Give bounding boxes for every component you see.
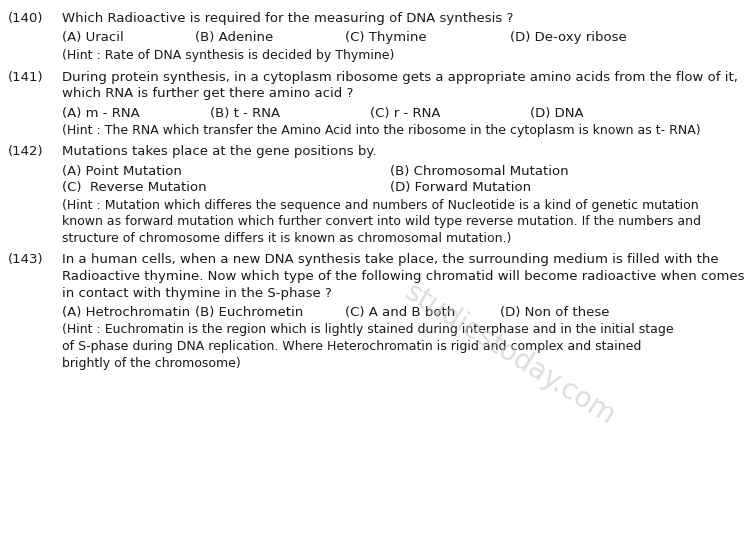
Text: (D) De-oxy ribose: (D) De-oxy ribose xyxy=(510,31,627,45)
Text: (C)  Reverse Mutation: (C) Reverse Mutation xyxy=(62,182,206,195)
Text: studiestoday.com: studiestoday.com xyxy=(400,278,620,430)
Text: in contact with thymine in the S-phase ?: in contact with thymine in the S-phase ? xyxy=(62,287,332,300)
Text: (Hint : Mutation which differes the sequence and numbers of Nucleotide is a kind: (Hint : Mutation which differes the sequ… xyxy=(62,199,699,212)
Text: (141): (141) xyxy=(8,71,44,84)
Text: (Hint : Euchromatin is the region which is lightly stained during interphase and: (Hint : Euchromatin is the region which … xyxy=(62,323,674,336)
Text: (A) Uracil: (A) Uracil xyxy=(62,31,124,45)
Text: (C) Thymine: (C) Thymine xyxy=(345,31,427,45)
Text: (B) t - RNA: (B) t - RNA xyxy=(210,107,280,120)
Text: of S-phase during DNA replication. Where Heterochromatin is rigid and complex an: of S-phase during DNA replication. Where… xyxy=(62,340,641,353)
Text: (A) Point Mutation: (A) Point Mutation xyxy=(62,165,182,178)
Text: Radioactive thymine. Now which type of the following chromatid will become radio: Radioactive thymine. Now which type of t… xyxy=(62,270,745,283)
Text: (A) Hetrochromatin: (A) Hetrochromatin xyxy=(62,306,190,319)
Text: (Hint : Rate of DNA synthesis is decided by Thymine): (Hint : Rate of DNA synthesis is decided… xyxy=(62,49,394,62)
Text: (B) Euchrometin: (B) Euchrometin xyxy=(195,306,303,319)
Text: (140): (140) xyxy=(8,12,44,25)
Text: In a human cells, when a new DNA synthesis take place, the surrounding medium is: In a human cells, when a new DNA synthes… xyxy=(62,253,718,266)
Text: (Hint : The RNA which transfer the Amino Acid into the ribosome in the cytoplasm: (Hint : The RNA which transfer the Amino… xyxy=(62,124,701,137)
Text: Which Radioactive is required for the measuring of DNA synthesis ?: Which Radioactive is required for the me… xyxy=(62,12,513,25)
Text: Mutations takes place at the gene positions by.: Mutations takes place at the gene positi… xyxy=(62,146,376,158)
Text: (143): (143) xyxy=(8,253,44,266)
Text: structure of chromosome differs it is known as chromosomal mutation.): structure of chromosome differs it is kn… xyxy=(62,232,512,245)
Text: brightly of the chromosome): brightly of the chromosome) xyxy=(62,356,241,370)
Text: (142): (142) xyxy=(8,146,44,158)
Text: which RNA is further get there amino acid ?: which RNA is further get there amino aci… xyxy=(62,87,353,100)
Text: known as forward mutation which further convert into wild type reverse mutation.: known as forward mutation which further … xyxy=(62,216,701,229)
Text: (C) A and B both: (C) A and B both xyxy=(345,306,455,319)
Text: During protein synthesis, in a cytoplasm ribosome gets a appropriate amino acids: During protein synthesis, in a cytoplasm… xyxy=(62,71,738,84)
Text: (C) r - RNA: (C) r - RNA xyxy=(370,107,440,120)
Text: (D) Non of these: (D) Non of these xyxy=(500,306,610,319)
Text: (D) DNA: (D) DNA xyxy=(530,107,584,120)
Text: (B) Chromosomal Mutation: (B) Chromosomal Mutation xyxy=(390,165,568,178)
Text: (A) m - RNA: (A) m - RNA xyxy=(62,107,140,120)
Text: (B) Adenine: (B) Adenine xyxy=(195,31,273,45)
Text: (D) Forward Mutation: (D) Forward Mutation xyxy=(390,182,531,195)
